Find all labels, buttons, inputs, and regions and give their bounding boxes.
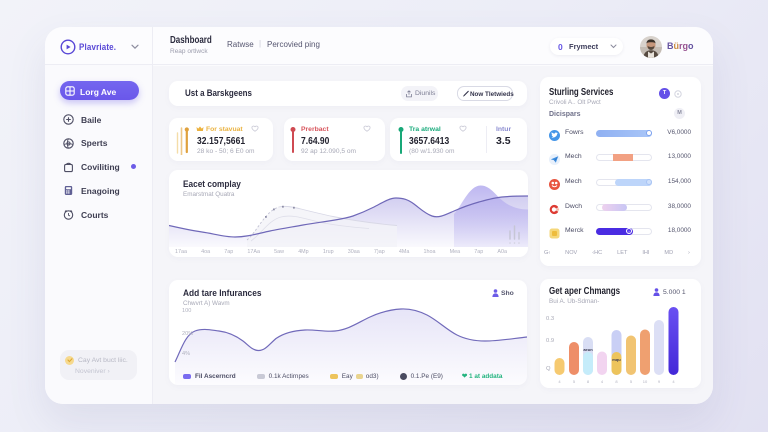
- svg-text:4: 4: [558, 379, 561, 384]
- svg-text:mqu: mqu: [612, 357, 621, 362]
- svg-text:8: 8: [587, 379, 590, 384]
- svg-text:4: 4: [672, 379, 675, 384]
- svg-text:4: 4: [601, 379, 604, 384]
- svg-text:10: 10: [643, 379, 648, 384]
- svg-text:5: 5: [573, 379, 576, 384]
- svg-text:5: 5: [630, 379, 633, 384]
- svg-text:9: 9: [658, 379, 661, 384]
- svg-text:8: 8: [615, 379, 618, 384]
- svg-text:aeun: aeun: [583, 347, 593, 352]
